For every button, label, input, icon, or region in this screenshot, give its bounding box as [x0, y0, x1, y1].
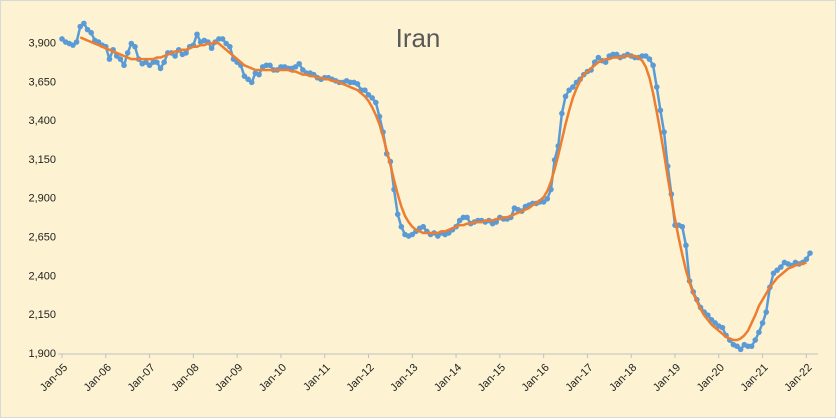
data-point: [300, 67, 306, 73]
data-point: [81, 20, 87, 27]
series-line: [79, 36, 807, 342]
data-point: [362, 87, 368, 93]
data-point: [661, 129, 667, 135]
data-point: [241, 73, 248, 79]
data-point: [121, 62, 127, 69]
data-point: [398, 223, 405, 230]
data-point: [643, 53, 649, 59]
data-point: [208, 45, 215, 52]
data-point: [183, 50, 189, 56]
data-point: [194, 31, 200, 38]
data-point: [372, 99, 379, 106]
data-point: [409, 231, 416, 238]
y-tick-label: 2,400: [28, 270, 56, 282]
data-point: [248, 79, 255, 86]
data-point: [296, 60, 302, 67]
data-point: [84, 26, 91, 33]
data-point: [73, 39, 80, 45]
data-point: [748, 343, 755, 350]
data-point: [267, 62, 273, 69]
y-tick-label: 3,400: [28, 115, 56, 127]
data-point: [763, 309, 770, 315]
data-point: [143, 59, 149, 66]
data-point: [712, 320, 718, 326]
data-point: [128, 40, 135, 47]
data-point: [223, 40, 229, 47]
data-point: [559, 110, 565, 117]
data-point: [562, 93, 569, 100]
y-tick-label: 1,900: [28, 348, 56, 360]
data-point: [161, 59, 167, 66]
data-point: [77, 23, 84, 30]
data-point: [117, 56, 124, 62]
data-point: [420, 223, 427, 230]
data-point: [354, 81, 361, 87]
data-point: [157, 65, 164, 72]
data-point: [464, 214, 470, 221]
y-tick-label: 3,650: [28, 76, 56, 88]
data-point: [132, 43, 138, 50]
chart-title: Iran: [396, 23, 441, 53]
data-point: [756, 329, 762, 336]
y-tick-label: 2,650: [28, 231, 56, 243]
data-point: [219, 36, 226, 42]
data-point: [653, 84, 660, 90]
data-point: [544, 195, 551, 202]
data-point: [365, 92, 372, 98]
data-point: [106, 56, 113, 62]
y-tick-label: 2,900: [28, 193, 56, 205]
data-point: [369, 95, 375, 101]
y-tick-label: 3,900: [28, 37, 56, 49]
data-point: [70, 42, 76, 48]
data-point: [646, 56, 653, 62]
data-point: [88, 29, 94, 36]
data-point: [683, 242, 689, 249]
data-point: [807, 250, 813, 256]
data-point: [256, 71, 262, 78]
data-point: [394, 211, 401, 218]
data-point: [540, 199, 547, 205]
data-point: [737, 346, 744, 353]
data-point: [770, 270, 777, 277]
data-point: [292, 64, 299, 70]
y-tick-label: 3,150: [28, 154, 56, 166]
data-point: [657, 107, 664, 114]
data-point: [172, 53, 178, 59]
data-point: [566, 87, 572, 93]
data-point: [679, 223, 686, 230]
data-point: [734, 343, 740, 350]
data-point: [570, 84, 576, 90]
data-point: [227, 43, 233, 50]
data-point: [803, 256, 810, 263]
y-tick-label: 2,150: [28, 309, 56, 321]
data-point: [456, 217, 463, 224]
data-point: [146, 62, 153, 69]
data-point: [613, 51, 620, 58]
data-point: [435, 233, 441, 239]
data-point: [650, 62, 656, 69]
data-point: [245, 76, 251, 83]
data-point: [752, 337, 759, 343]
data-point: [759, 320, 766, 326]
data-point: [774, 267, 780, 273]
data-point: [778, 264, 784, 270]
data-point: [59, 36, 65, 42]
data-point: [719, 324, 726, 331]
data-point: [595, 54, 602, 61]
data-point: [124, 50, 131, 56]
data-point: [154, 59, 160, 66]
